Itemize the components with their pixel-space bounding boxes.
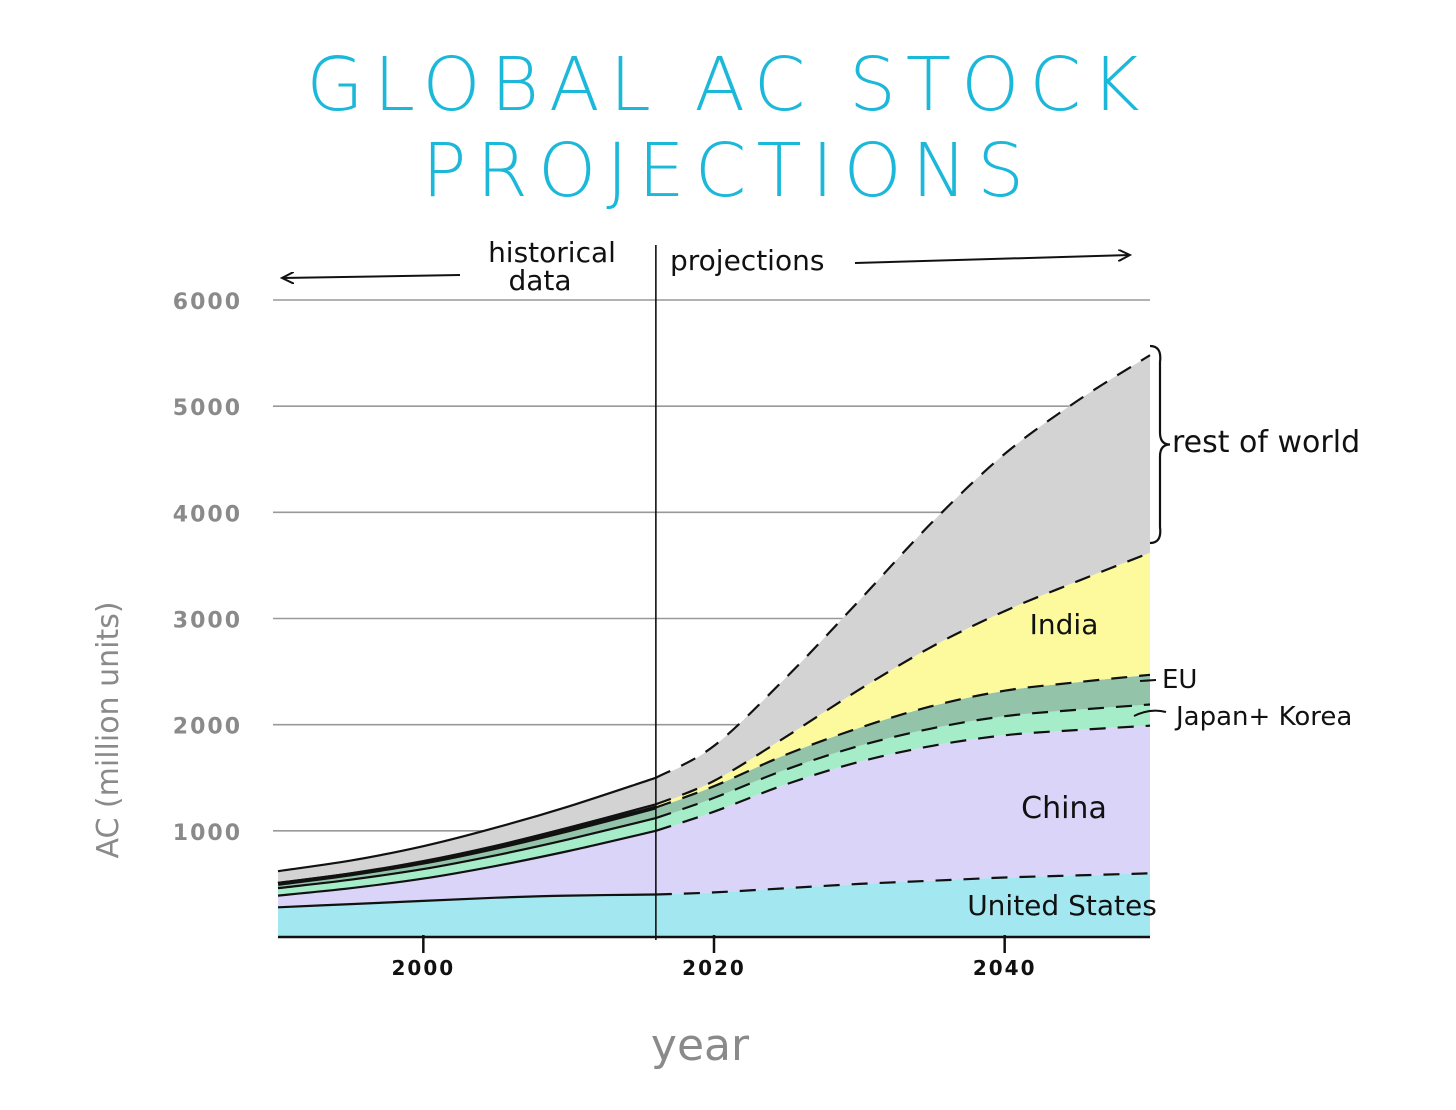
x-axis-label: year <box>651 1020 750 1071</box>
line-projection-china <box>655 724 1151 832</box>
series-label-rest-of-world: rest of world <box>1172 425 1360 460</box>
projections-label: projections <box>670 244 824 277</box>
line-projection-rest-of-world <box>655 354 1151 779</box>
series-label-united-states: United States <box>967 889 1157 922</box>
historical-data-label: data <box>508 264 571 297</box>
x-tick-label: 2040 <box>973 956 1037 980</box>
y-tick-label: 2000 <box>173 715 242 740</box>
series-label-india: India <box>1030 608 1099 641</box>
y-tick-label: 3000 <box>173 609 242 634</box>
area-japan-korea <box>278 704 1150 896</box>
x-tick-label: 2020 <box>682 956 746 980</box>
line-historical-india <box>277 803 657 884</box>
y-tick-label: 1000 <box>173 821 242 846</box>
area-united-states <box>278 873 1150 937</box>
series-label-china: China <box>1021 791 1107 826</box>
line-historical-china <box>277 829 657 897</box>
x-tick-label: 2000 <box>391 956 455 980</box>
y-tick-label: 6000 <box>173 290 242 315</box>
line-projection-japan-korea <box>655 703 1151 820</box>
historical-data-label: historical <box>488 236 616 269</box>
japan-korea-leader <box>1133 709 1167 717</box>
annotations <box>282 245 1171 940</box>
y-tick-label: 4000 <box>173 502 242 527</box>
y-axis-label: AC (million units) <box>91 601 126 858</box>
line-historical-japan-korea <box>277 817 657 890</box>
labels: 1000 2000 3000 4000 5000 6000 2000 2020 2040 hist… <box>91 236 1360 1071</box>
line-historical-rest-of-world <box>277 776 657 873</box>
line-projection-united-states <box>655 872 1151 896</box>
arrow-right <box>854 255 1130 264</box>
area-china <box>278 725 1150 908</box>
boundary-lines <box>277 354 1151 909</box>
eu-leader <box>1139 679 1157 682</box>
x-axis <box>278 935 1150 953</box>
area-rest-of-world <box>278 355 1150 883</box>
arrow-left <box>282 275 461 278</box>
y-tick-label: 5000 <box>173 396 242 421</box>
series-label-japan-korea: Japan+ Korea <box>1174 702 1352 732</box>
rest-of-world-brace <box>1149 344 1171 545</box>
line-projection-eu <box>655 673 1151 809</box>
chart-title: GLOBAL AC STOCK PROJECTIONS <box>306 42 1150 214</box>
series-label-eu: EU <box>1162 665 1197 695</box>
line-historical-united-states <box>277 893 656 909</box>
